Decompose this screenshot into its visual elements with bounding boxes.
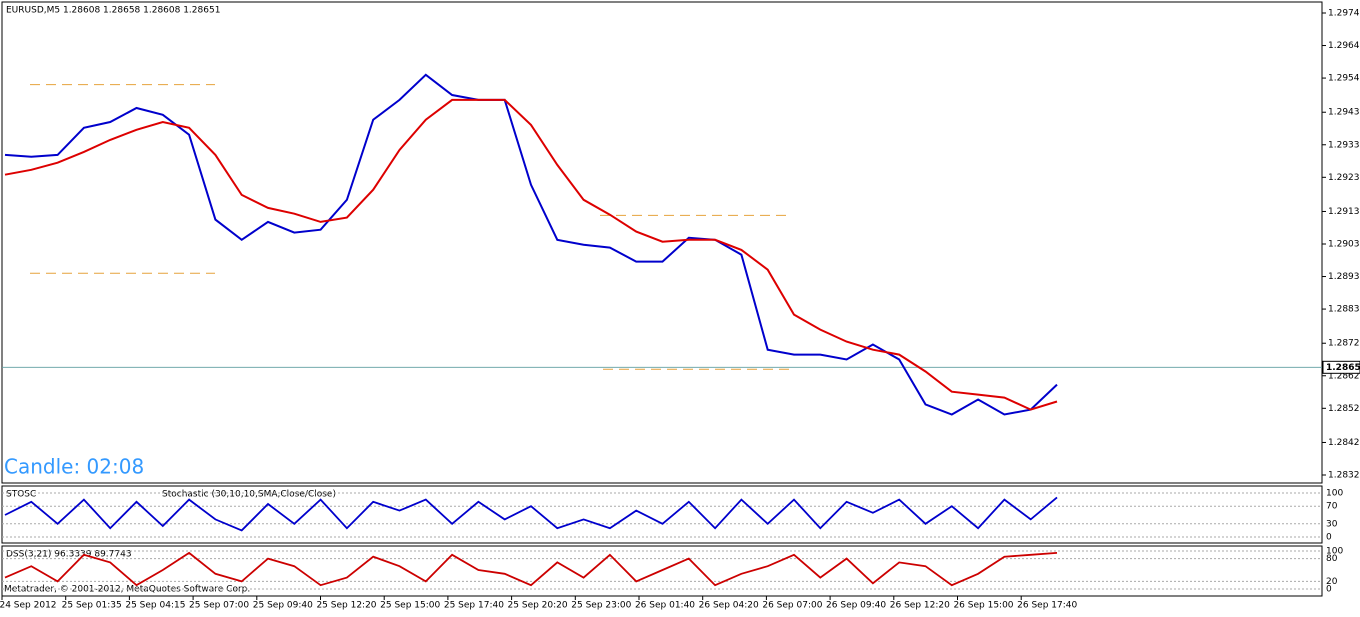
x-tick-label: 25 Sep 17:40 [444, 601, 504, 611]
y-tick-label: 1.29130 [1328, 207, 1360, 217]
y-tick-label: 1.28725 [1328, 339, 1360, 349]
dss-label: DSS(3,21) 96.3339 89.7743 [6, 550, 132, 560]
x-tick-label: 24 Sep 2012 [0, 601, 57, 611]
y-tick-label: 1.29640 [1328, 41, 1360, 51]
y-tick-label: 30 [1326, 519, 1338, 529]
y-tick-label: 1.28525 [1328, 404, 1360, 414]
x-tick-label: 25 Sep 12:20 [316, 601, 376, 611]
y-tick-label: 1.29335 [1328, 140, 1360, 150]
y-tick-label: 70 [1326, 502, 1338, 512]
x-tick-label: 26 Sep 12:20 [890, 601, 950, 611]
y-tick-label: 1.28625 [1328, 371, 1360, 381]
x-tick-label: 25 Sep 23:00 [571, 601, 631, 611]
stosc-label2: Stochastic (30,10,10,SMA,Close/Close) [162, 490, 336, 500]
y-tick-label: 1.29540 [1328, 74, 1360, 84]
x-tick-label: 26 Sep 04:20 [699, 601, 759, 611]
x-tick-label: 25 Sep 09:40 [253, 601, 313, 611]
symbol-header: EURUSD,M5 1.28608 1.28658 1.28608 1.2865… [6, 6, 220, 16]
y-tick-label: 0 [1326, 533, 1332, 543]
dss-line [4, 551, 1058, 587]
y-tick-label: 1.29435 [1328, 108, 1360, 118]
x-tick-label: 25 Sep 20:20 [508, 601, 568, 611]
y-tick-label: 20 [1326, 577, 1338, 587]
y-tick-label: 1.29030 [1328, 240, 1360, 250]
x-tick-label: 26 Sep 07:00 [762, 601, 822, 611]
y-tick-label: 80 [1326, 554, 1338, 564]
x-tick-label: 26 Sep 17:40 [1017, 601, 1077, 611]
stosc-label: STOSC [6, 490, 36, 500]
y-tick-label: 100 [1326, 489, 1343, 499]
x-tick-label: 26 Sep 01:40 [635, 601, 695, 611]
y-tick-label: 0 [1326, 585, 1332, 595]
x-tick-label: 25 Sep 04:15 [125, 601, 185, 611]
y-tick-label: 1.28830 [1328, 305, 1360, 315]
x-tick-label: 25 Sep 07:00 [189, 601, 249, 611]
y-tick-label: 1.29235 [1328, 173, 1360, 183]
y-tick-label: 1.28930 [1328, 272, 1360, 282]
stosc-panel [1, 485, 1323, 544]
x-tick-label: 25 Sep 15:00 [380, 601, 440, 611]
y-tick-label: 100 [1326, 547, 1343, 557]
price-line [4, 73, 1058, 416]
current-price-box [1322, 360, 1360, 374]
x-tick-label: 26 Sep 15:00 [953, 601, 1013, 611]
y-tick-label: 1.28420 [1328, 438, 1360, 448]
price-line [4, 98, 1058, 411]
candle-timer: Candle: 02:08 [4, 455, 144, 479]
current-price-label: 1.28651 [1326, 363, 1360, 373]
y-tick-label: 1.29740 [1328, 9, 1360, 19]
y-tick-label: 1.28320 [1328, 471, 1360, 481]
stosc-line [4, 496, 1058, 532]
x-tick-label: 26 Sep 09:40 [826, 601, 886, 611]
x-tick-label: 25 Sep 01:35 [62, 601, 122, 611]
